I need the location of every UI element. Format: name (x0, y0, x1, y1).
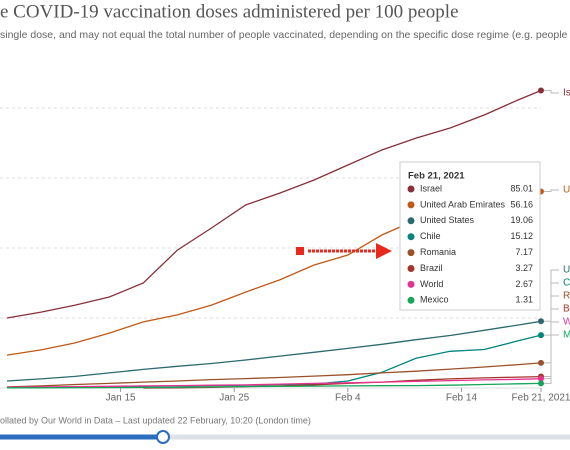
tooltip-box (399, 161, 541, 311)
legend-swatch (407, 233, 415, 241)
series-end-label: United Arab Emirates (563, 185, 570, 196)
value-label: 1.31 (515, 295, 533, 305)
value-label: 56.16 (510, 199, 533, 209)
end-point (538, 359, 544, 366)
chart-title: e COVID-19 vaccination doses administere… (0, 1, 459, 22)
series-line (7, 382, 542, 389)
series-end-label: United States (563, 265, 570, 276)
legend-swatch (407, 296, 415, 304)
x-tick-label: Feb 4 (335, 393, 361, 404)
end-point (538, 332, 544, 339)
legend-label: Chile (420, 231, 441, 241)
label-leader (544, 334, 559, 384)
end-point (538, 87, 544, 94)
legend-swatch (407, 249, 415, 257)
value-label: 3.27 (515, 263, 533, 273)
timeline-slider[interactable] (0, 430, 570, 444)
legend-swatch (407, 280, 415, 288)
legend-swatch (407, 217, 415, 225)
arrow-head (376, 243, 392, 259)
series-end-label: Chile (563, 278, 570, 289)
value-label: 19.06 (510, 215, 533, 225)
x-tick-label: Feb 14 (446, 393, 478, 404)
label-leader (544, 89, 559, 94)
series-line (6, 320, 542, 382)
source-note: ollated by Our World in Data – Last upda… (0, 415, 311, 425)
series-end-label: Israel (563, 88, 570, 99)
legend-label: Romania (420, 247, 456, 257)
annotation-arrow (296, 243, 392, 259)
series-end-label: World (563, 317, 570, 328)
chart-subtitle: single dose, and may not equal the total… (0, 29, 570, 41)
x-tick-label: Jan 15 (106, 393, 136, 404)
x-tick-label: Jan 25 (219, 393, 249, 404)
arrow-start (296, 247, 304, 255)
legend-swatch (407, 185, 415, 193)
tooltip-title: Feb 21, 2021 (408, 171, 465, 182)
legend-label: United States (420, 215, 475, 225)
legend-label: Brazil (420, 263, 443, 273)
legend-label: Mexico (420, 295, 449, 305)
x-tick-label: Feb 21, 2021 (512, 393, 570, 404)
end-point (538, 318, 544, 325)
end-point (538, 380, 544, 387)
series-line (6, 378, 542, 388)
series-end-label: Mexico (563, 330, 570, 341)
value-label: 85.01 (510, 183, 533, 193)
legend-label: United Arab Emirates (420, 199, 506, 209)
series-line (6, 362, 542, 388)
value-label: 7.17 (515, 247, 533, 257)
tooltip: Feb 21, 2021 Israel 85.01 United Arab Emir… (399, 161, 541, 311)
value-label: 2.67 (515, 279, 533, 289)
series-end-label: Brazil (563, 304, 570, 315)
end-point (538, 375, 544, 382)
legend-swatch (407, 201, 415, 209)
label-leader (544, 189, 559, 192)
legend-label: Israel (420, 183, 442, 193)
series-line (6, 334, 542, 389)
legend-swatch (407, 265, 415, 272)
series-end-label: Romania (563, 291, 570, 302)
slider-handle[interactable] (156, 430, 170, 444)
value-label: 15.12 (510, 231, 533, 241)
series-line (6, 89, 542, 319)
legend-label: World (420, 279, 443, 289)
